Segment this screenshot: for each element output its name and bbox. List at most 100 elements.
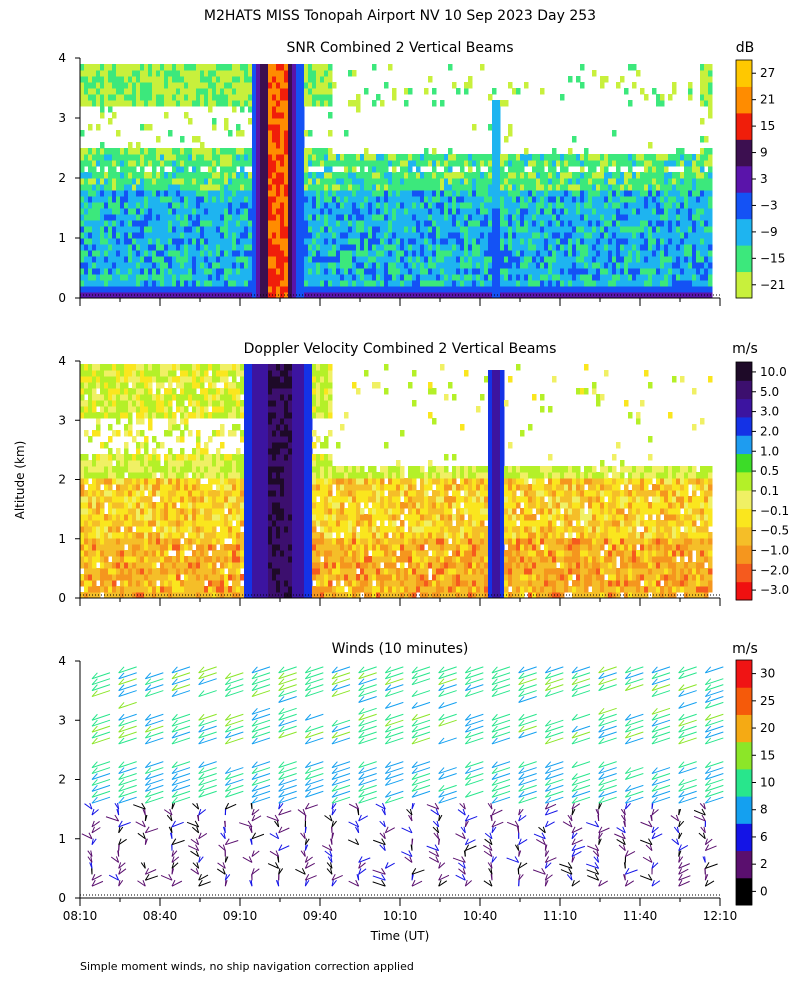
field-cell xyxy=(472,214,477,221)
field-cell xyxy=(96,586,101,593)
field-cell xyxy=(332,286,337,293)
field-cell xyxy=(600,76,605,83)
field-cell xyxy=(228,214,233,221)
field-cell xyxy=(224,172,229,179)
field-cell xyxy=(104,454,109,461)
field-cell xyxy=(464,190,469,197)
field-cell xyxy=(692,286,697,293)
field-cell xyxy=(464,292,469,299)
field-cell xyxy=(196,70,201,77)
field-cell xyxy=(136,556,141,563)
field-cell xyxy=(132,64,137,71)
field-cell xyxy=(660,262,665,269)
field-cell xyxy=(696,178,701,185)
field-cell xyxy=(588,220,593,227)
field-cell xyxy=(100,94,105,101)
field-cell xyxy=(400,232,405,239)
field-cell xyxy=(696,214,701,221)
field-cell xyxy=(140,196,145,203)
field-cell xyxy=(128,586,133,593)
field-cell xyxy=(648,142,653,149)
field-cell xyxy=(356,250,361,257)
field-cell xyxy=(188,160,193,167)
field-cell xyxy=(252,238,257,245)
field-cell xyxy=(324,172,329,179)
field-cell xyxy=(376,94,381,101)
field-cell xyxy=(368,292,373,299)
field-cell xyxy=(600,202,605,209)
field-cell xyxy=(136,142,141,149)
field-cell xyxy=(176,70,181,77)
field-cell xyxy=(128,196,133,203)
field-cell xyxy=(220,232,225,239)
field-cell xyxy=(96,574,101,581)
field-cell xyxy=(96,460,101,467)
field-cell xyxy=(388,280,393,287)
field-cell xyxy=(148,190,153,197)
field-cell xyxy=(248,226,253,233)
field-cell xyxy=(128,568,133,575)
field-cell xyxy=(428,256,433,263)
field-cell xyxy=(676,280,681,287)
field-cell xyxy=(448,154,453,161)
field-cell xyxy=(672,208,677,215)
field-cell xyxy=(628,172,633,179)
field-cell xyxy=(240,220,245,227)
field-cell xyxy=(172,178,177,185)
field-cell xyxy=(704,220,709,227)
field-cell xyxy=(628,244,633,251)
field-cell xyxy=(108,232,113,239)
field-cell xyxy=(676,256,681,263)
field-cell xyxy=(100,250,105,257)
field-cell xyxy=(284,142,289,149)
field-cell xyxy=(508,244,513,251)
field-cell xyxy=(88,592,93,599)
field-cell xyxy=(328,292,333,299)
field-cell xyxy=(688,184,693,191)
field-cell xyxy=(136,454,141,461)
field-cell xyxy=(384,280,389,287)
field-cell xyxy=(252,286,257,293)
field-cell xyxy=(596,214,601,221)
field-cell xyxy=(84,208,89,215)
field-cell xyxy=(96,208,101,215)
field-cell xyxy=(468,250,473,257)
field-cell xyxy=(492,232,497,239)
field-cell xyxy=(336,172,341,179)
field-cell xyxy=(708,190,713,197)
field-cell xyxy=(88,202,93,209)
field-cell xyxy=(640,190,645,197)
field-cell xyxy=(580,190,585,197)
field-cell xyxy=(452,250,457,257)
field-cell xyxy=(524,208,529,215)
field-cell xyxy=(276,184,281,191)
field-cell xyxy=(96,70,101,77)
field-cell xyxy=(448,178,453,185)
field-cell xyxy=(516,268,521,275)
field-cell xyxy=(80,238,85,245)
field-cell xyxy=(644,160,649,167)
field-cell xyxy=(316,82,321,89)
field-cell xyxy=(152,166,157,173)
field-cell xyxy=(176,274,181,281)
field-cell xyxy=(248,196,253,203)
field-cell xyxy=(100,454,105,461)
field-cell xyxy=(312,100,317,107)
field-cell xyxy=(112,550,117,557)
field-cell xyxy=(456,226,461,233)
field-cell xyxy=(84,562,89,569)
field-cell xyxy=(196,88,201,95)
field-cell xyxy=(644,232,649,239)
field-cell xyxy=(212,262,217,269)
field-cell xyxy=(100,580,105,587)
field-cell xyxy=(508,220,513,227)
field-cell xyxy=(316,172,321,179)
field-cell xyxy=(388,232,393,239)
field-cell xyxy=(80,148,85,155)
field-cell xyxy=(92,250,97,257)
field-cell xyxy=(276,136,281,143)
field-cell xyxy=(112,178,117,185)
field-cell xyxy=(296,250,301,257)
field-cell xyxy=(248,202,253,209)
field-cell xyxy=(408,262,413,269)
